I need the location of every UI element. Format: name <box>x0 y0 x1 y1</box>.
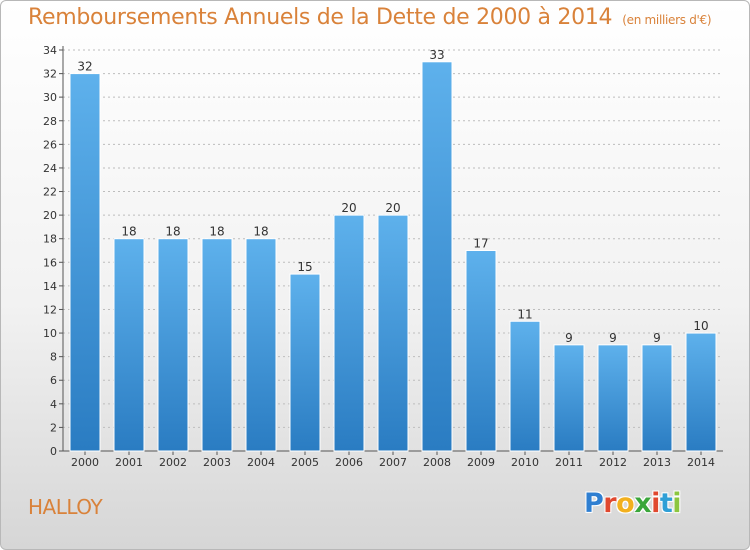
logo-letter: P <box>584 488 604 519</box>
data-labels: 32 18 18 18 18 15 20 20 33 17 11 9 9 9 10 <box>77 48 708 345</box>
data-label-2000: 32 <box>77 60 92 74</box>
y-tick-label: 0 <box>50 445 57 458</box>
bars <box>69 61 717 452</box>
bar-2010 <box>509 320 541 452</box>
bar-2011 <box>553 344 585 452</box>
bar-2009 <box>465 250 497 452</box>
y-tick-label: 26 <box>43 138 57 151</box>
bar-2007 <box>377 214 409 452</box>
data-label-2004: 18 <box>253 225 268 239</box>
logo-letter: i <box>651 488 660 519</box>
y-tick-label: 24 <box>43 162 57 175</box>
y-tick-label: 12 <box>43 303 57 316</box>
y-tick-label: 2 <box>50 421 57 434</box>
bar-2013 <box>641 344 673 452</box>
x-tick-label-2006: 2006 <box>335 456 363 469</box>
bar-2002 <box>157 238 189 452</box>
x-tick-label-2000: 2000 <box>71 456 99 469</box>
data-label-2003: 18 <box>209 225 224 239</box>
x-tick-label-2001: 2001 <box>115 456 143 469</box>
x-tick-label-2002: 2002 <box>159 456 187 469</box>
proxiti-logo: Proxiti <box>584 488 682 519</box>
logo-letter: o <box>616 488 635 519</box>
logo-letter: x <box>634 488 652 519</box>
x-tick-label-2008: 2008 <box>423 456 451 469</box>
y-tick-label: 18 <box>43 233 57 246</box>
x-tick-label-2009: 2009 <box>467 456 495 469</box>
bar-2001 <box>113 238 145 452</box>
logo-letter: i <box>672 488 682 519</box>
y-tick-label: 10 <box>43 327 57 340</box>
x-tick-label-2010: 2010 <box>511 456 539 469</box>
x-tick-label-2007: 2007 <box>379 456 407 469</box>
data-label-2006: 20 <box>341 201 356 215</box>
data-label-2007: 20 <box>385 201 400 215</box>
y-tick-label: 28 <box>43 115 57 128</box>
x-tick-labels: 2000 2001 2002 2003 2004 2005 2006 2007 2008 2009… <box>71 456 715 469</box>
y-tick-label: 30 <box>43 91 57 104</box>
y-tick-label: 14 <box>43 280 57 293</box>
x-tick-label-2012: 2012 <box>599 456 627 469</box>
y-tick-label: 6 <box>50 374 57 387</box>
bar-2012 <box>597 344 629 452</box>
bar-2008 <box>421 61 453 452</box>
data-label-2010: 11 <box>517 307 532 321</box>
x-tick-label-2014: 2014 <box>687 456 715 469</box>
data-label-2014: 10 <box>693 319 708 333</box>
bar-2006 <box>333 214 365 452</box>
bar-2003 <box>201 238 233 452</box>
data-label-2001: 18 <box>121 225 136 239</box>
chart-unit: (en milliers d'€) <box>622 13 712 27</box>
logo-letter: r <box>603 488 617 519</box>
y-tick-label: 22 <box>43 186 57 199</box>
bar-2005 <box>289 273 321 452</box>
logo-letter: t <box>659 488 673 519</box>
data-label-2012: 9 <box>609 331 617 345</box>
data-label-2009: 17 <box>473 237 488 251</box>
x-tick-label-2013: 2013 <box>643 456 671 469</box>
chart-title-text: Remboursements Annuels de la Dette de 20… <box>28 5 613 30</box>
y-tick-label: 8 <box>50 351 57 364</box>
y-tick-label: 34 <box>43 44 57 57</box>
data-label-2008: 33 <box>429 48 444 62</box>
data-label-2002: 18 <box>165 225 180 239</box>
x-tick-label-2011: 2011 <box>555 456 583 469</box>
y-tick-label: 20 <box>43 209 57 222</box>
chart-title: Remboursements Annuels de la Dette de 20… <box>28 5 712 30</box>
bar-2014 <box>685 332 717 452</box>
bar-2000 <box>69 73 101 452</box>
x-tick-label-2005: 2005 <box>291 456 319 469</box>
data-label-2005: 15 <box>297 260 312 274</box>
x-tick-label-2004: 2004 <box>247 456 275 469</box>
bar-2004 <box>245 238 277 452</box>
y-tick-label: 4 <box>50 398 57 411</box>
commune-name: HALLOY <box>28 495 103 519</box>
y-tick-label: 16 <box>43 256 57 269</box>
data-label-2011: 9 <box>565 331 573 345</box>
y-tick-label: 32 <box>43 68 57 81</box>
data-label-2013: 9 <box>653 331 661 345</box>
x-tick-label-2003: 2003 <box>203 456 231 469</box>
